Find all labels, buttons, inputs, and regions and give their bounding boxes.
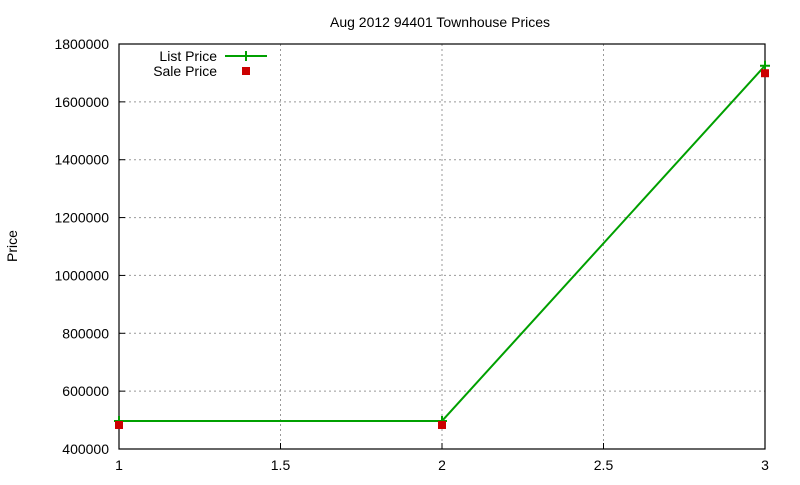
y-tick-label: 1600000 <box>54 94 109 110</box>
x-tick-label: 1 <box>115 457 123 473</box>
sale-price-point <box>115 420 123 429</box>
y-tick-label: 1200000 <box>54 210 109 226</box>
x-tick-label: 3 <box>761 457 769 473</box>
y-tick-label: 600000 <box>62 383 109 399</box>
legend-label-list-price: List Price <box>159 48 217 64</box>
y-tick-label: 800000 <box>62 325 109 341</box>
y-axis-label: Price <box>4 230 20 262</box>
legend-marker-sale-price <box>242 67 250 75</box>
sale-price-point <box>438 420 446 429</box>
list-price-point <box>760 60 770 71</box>
plot-border <box>118 43 766 450</box>
chart-title: Aug 2012 94401 Townhouse Prices <box>330 14 550 30</box>
y-tick-label: 400000 <box>62 441 109 457</box>
y-tick-label: 1000000 <box>54 267 109 283</box>
x-tick-label: 2.5 <box>594 457 614 473</box>
sale-price-point <box>761 69 769 78</box>
legend-marker-list-price <box>241 51 251 61</box>
y-tick-label: 1800000 <box>54 36 109 52</box>
x-tick-label: 1.5 <box>271 457 291 473</box>
legend-label-sale-price: Sale Price <box>153 63 217 79</box>
list-price-line <box>119 65 766 422</box>
x-tick-label: 2 <box>438 457 446 473</box>
y-tick-label: 1400000 <box>54 152 109 168</box>
